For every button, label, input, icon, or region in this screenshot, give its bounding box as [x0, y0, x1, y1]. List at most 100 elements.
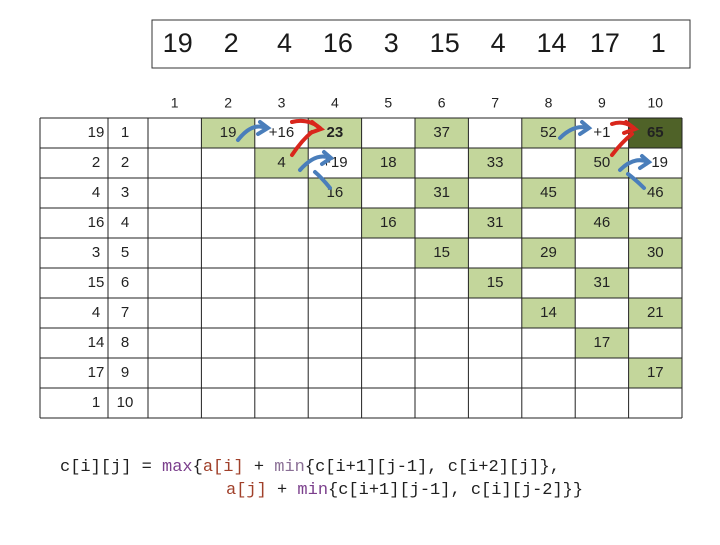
row-header: 9 [121, 364, 129, 381]
cell-value: 31 [487, 214, 504, 231]
cell-value: 17 [594, 334, 611, 351]
cell-value: 45 [540, 184, 557, 201]
formula-part: + [244, 458, 275, 477]
formula-part: a[i] [203, 458, 244, 477]
sequence-value: 4 [491, 28, 506, 58]
formula-part: {c[i+1][j-1], c[i][j-2]}} [328, 481, 583, 500]
row-header: 10 [117, 394, 134, 411]
cell-value: 15 [487, 274, 504, 291]
row-value: 2 [92, 154, 100, 171]
highlight-cell [468, 208, 522, 238]
column-header: 6 [438, 95, 446, 111]
grid [39, 117, 683, 419]
formula-part: c[i][j] = [60, 458, 162, 477]
cell-value: 33 [487, 154, 504, 171]
arrows [236, 118, 653, 190]
cell-value: 15 [433, 244, 450, 261]
sequence-value: 17 [590, 28, 620, 58]
row-value: 4 [92, 184, 100, 201]
cell-value: 16 [380, 214, 397, 231]
row-value: 15 [88, 274, 105, 291]
row-header: 2 [121, 154, 129, 171]
sequence-value: 16 [323, 28, 353, 58]
cell-value: 23 [327, 124, 344, 141]
highlight-cell [468, 148, 522, 178]
cell-value: 19 [220, 124, 237, 141]
highlight-cell [415, 238, 469, 268]
formula-part: min [274, 458, 305, 477]
row-value: 1 [92, 394, 100, 411]
sequence-value: 3 [384, 28, 399, 58]
row-value: 16 [88, 214, 105, 231]
highlight-cell [521, 298, 576, 328]
cell-value: 52 [540, 124, 557, 141]
row-header: 4 [121, 214, 129, 231]
row-header: 5 [121, 244, 129, 261]
highlight-cell [628, 298, 682, 328]
formula-line: a[j] + min{c[i+1][j-1], c[i][j-2]}} [226, 481, 583, 500]
row-header: 8 [121, 334, 129, 351]
highlight-cell [575, 148, 629, 178]
highlight-cell [415, 178, 469, 208]
column-header: 3 [278, 95, 286, 111]
highlight-cell [361, 148, 415, 178]
formula-line: c[i][j] = max{a[i] + min{c[i+1][j-1], c[… [60, 458, 560, 477]
highlight-cell [308, 178, 362, 208]
sequence-value: 2 [224, 28, 239, 58]
cell-value: 31 [594, 274, 611, 291]
texts: 19 2 4 16 3 15 4 14 17 11 2 3 4 5 6 7 8 9 1019241631541417… [88, 28, 668, 411]
highlight-cell [628, 358, 682, 388]
formula-part: max [162, 458, 193, 477]
cell-value: 29 [540, 244, 557, 261]
row-value: 4 [92, 304, 100, 321]
row-value: 19 [88, 124, 105, 141]
cell-value: 18 [380, 154, 397, 171]
column-header: 5 [384, 95, 392, 111]
cell-value: 65 [647, 124, 664, 141]
highlight-cell [628, 118, 682, 148]
row-header: 6 [121, 274, 129, 291]
cell-value: 37 [433, 124, 450, 141]
formula-part: a[j] [226, 481, 267, 500]
sequence-value: 1 [651, 28, 666, 58]
column-header: 2 [224, 95, 232, 111]
highlight-cell [575, 328, 629, 358]
highlight-cell [361, 208, 415, 238]
cell-value: 17 [647, 364, 664, 381]
highlight-cell [308, 118, 362, 148]
formula-part: {c[i+1][j-1], c[i+2][j]}, [305, 458, 560, 477]
cell-value: 21 [647, 304, 664, 321]
cell-value: +19 [643, 154, 668, 171]
column-header: 4 [331, 95, 339, 111]
column-header: 9 [598, 95, 606, 111]
cell-value: 46 [594, 214, 611, 231]
highlight-cell [521, 238, 576, 268]
formula-part: { [193, 458, 203, 477]
highlight-cell [254, 148, 309, 178]
cell-value: +1 [593, 124, 610, 141]
sequence-value: 4 [277, 28, 292, 58]
highlight-cell [575, 268, 629, 298]
row-header: 1 [121, 124, 129, 141]
highlight-cell [415, 118, 469, 148]
row-header: 3 [121, 184, 129, 201]
highlight-cell [521, 178, 576, 208]
formula-part: min [297, 481, 328, 500]
sequence-box [151, 19, 691, 69]
cell-value: 31 [433, 184, 450, 201]
highlight-cell [575, 208, 629, 238]
column-header: 10 [648, 95, 664, 111]
row-header: 7 [121, 304, 129, 321]
cell-value: 14 [540, 304, 557, 321]
row-value: 17 [88, 364, 105, 381]
cell-value: 4 [277, 154, 285, 171]
row-value: 14 [88, 334, 105, 351]
row-value: 3 [92, 244, 100, 261]
cell-value: +16 [269, 124, 294, 141]
sequence-value: 19 [163, 28, 193, 58]
cell-value: 30 [647, 244, 664, 261]
column-header: 7 [491, 95, 499, 111]
column-header: 1 [171, 95, 179, 111]
cell-value: 50 [594, 154, 611, 171]
